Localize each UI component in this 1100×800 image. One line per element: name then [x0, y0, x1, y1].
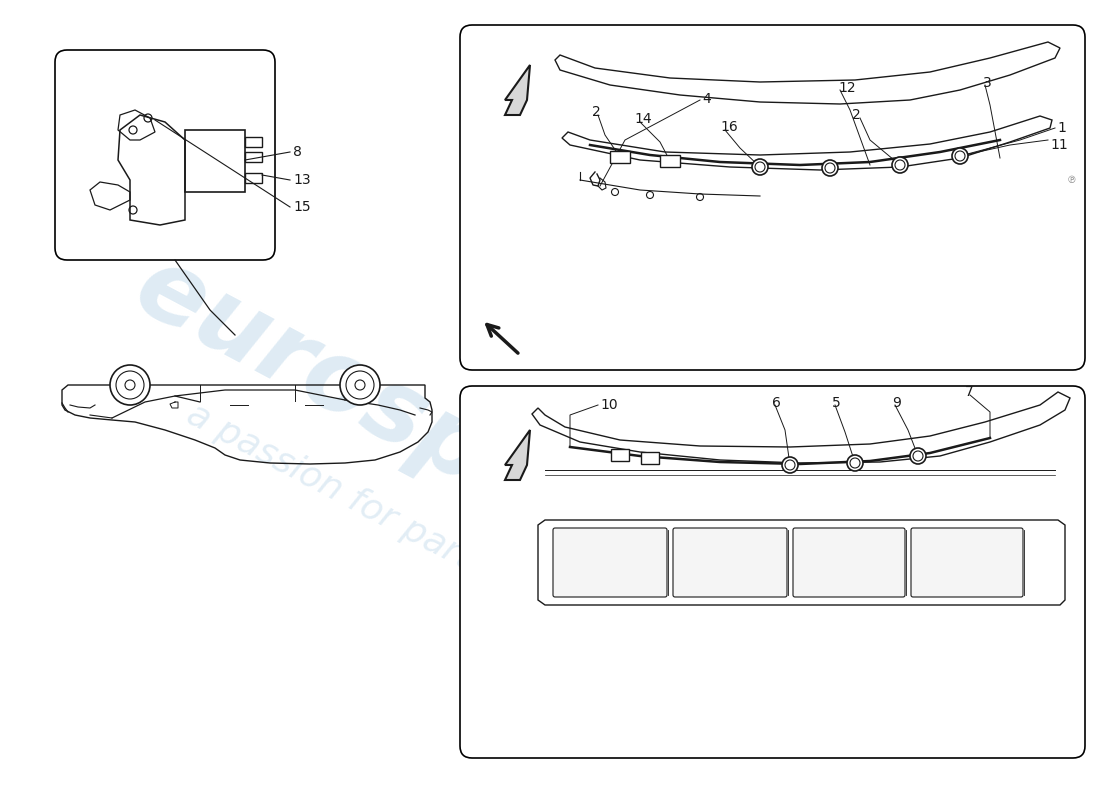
- Polygon shape: [660, 155, 680, 167]
- Circle shape: [847, 455, 864, 471]
- Text: 15: 15: [293, 200, 310, 214]
- Circle shape: [892, 157, 907, 173]
- Text: 3: 3: [983, 76, 992, 90]
- Circle shape: [782, 457, 797, 473]
- Text: 11: 11: [1050, 138, 1068, 152]
- Polygon shape: [505, 430, 530, 480]
- Text: 8: 8: [293, 145, 301, 159]
- Text: 16: 16: [720, 120, 738, 134]
- Text: 6: 6: [772, 396, 781, 410]
- Circle shape: [752, 159, 768, 175]
- Polygon shape: [610, 151, 630, 163]
- FancyBboxPatch shape: [460, 386, 1085, 758]
- FancyBboxPatch shape: [793, 528, 905, 597]
- Text: 7: 7: [965, 385, 974, 399]
- Text: 13: 13: [293, 173, 310, 187]
- Polygon shape: [610, 449, 629, 461]
- Text: 5: 5: [832, 396, 840, 410]
- Text: 10: 10: [600, 398, 617, 412]
- Text: 9: 9: [892, 396, 901, 410]
- Text: 1: 1: [1057, 121, 1066, 135]
- Text: 2: 2: [592, 105, 601, 119]
- Text: 2: 2: [852, 108, 860, 122]
- Circle shape: [910, 448, 926, 464]
- Polygon shape: [641, 452, 659, 464]
- FancyBboxPatch shape: [55, 50, 275, 260]
- Text: 4: 4: [702, 92, 711, 106]
- Text: 12: 12: [838, 81, 856, 95]
- FancyBboxPatch shape: [460, 25, 1085, 370]
- FancyBboxPatch shape: [911, 528, 1023, 597]
- Circle shape: [340, 365, 379, 405]
- Circle shape: [952, 148, 968, 164]
- Text: ℗: ℗: [1067, 175, 1077, 185]
- Circle shape: [110, 365, 150, 405]
- FancyBboxPatch shape: [553, 528, 667, 597]
- Text: eurospares: eurospares: [118, 238, 722, 622]
- Text: a passion for parts since 1985: a passion for parts since 1985: [182, 397, 679, 683]
- FancyBboxPatch shape: [673, 528, 786, 597]
- Circle shape: [822, 160, 838, 176]
- Polygon shape: [505, 65, 530, 115]
- Text: 14: 14: [634, 112, 651, 126]
